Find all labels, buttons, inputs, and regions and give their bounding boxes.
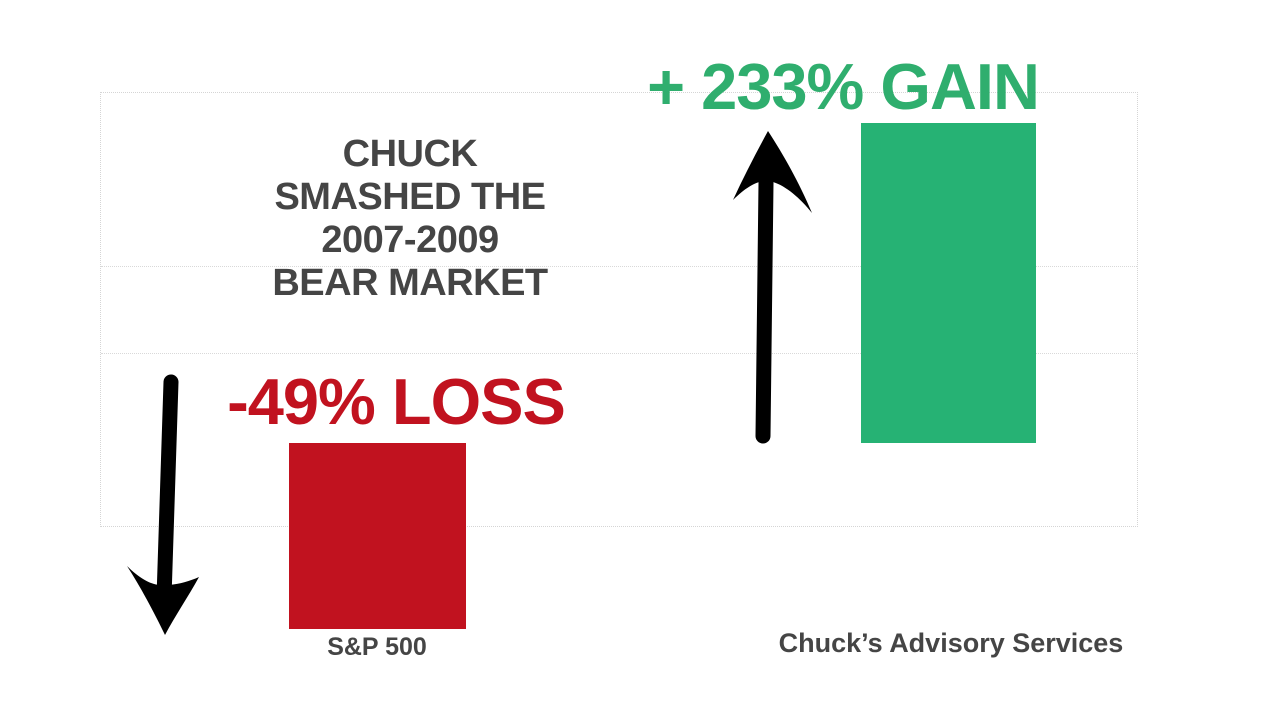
down-arrow-icon	[127, 374, 199, 635]
loss-value-label: -49% LOSS	[227, 365, 566, 438]
gridline	[101, 353, 1137, 354]
chart-title-line: SMASHED THE	[274, 176, 546, 218]
sp500-bar	[289, 443, 466, 629]
up-arrow-icon	[733, 131, 812, 444]
chart-title-line: 2007-2009	[321, 219, 499, 261]
chart-title-line: CHUCK	[342, 133, 478, 175]
gridline	[101, 266, 1137, 267]
chart-title-line: BEAR MARKET	[272, 262, 548, 304]
chart-title: CHUCK SMASHED THE 2007-2009 BEAR MARKET	[210, 133, 610, 305]
chuck-bar	[861, 123, 1036, 443]
plot-area	[100, 92, 1138, 527]
sp500-category-label: S&P 500	[327, 633, 427, 661]
gain-value-label: + 233% GAIN	[647, 50, 1040, 123]
advisory-category-label: Chuck’s Advisory Services	[778, 628, 1124, 658]
